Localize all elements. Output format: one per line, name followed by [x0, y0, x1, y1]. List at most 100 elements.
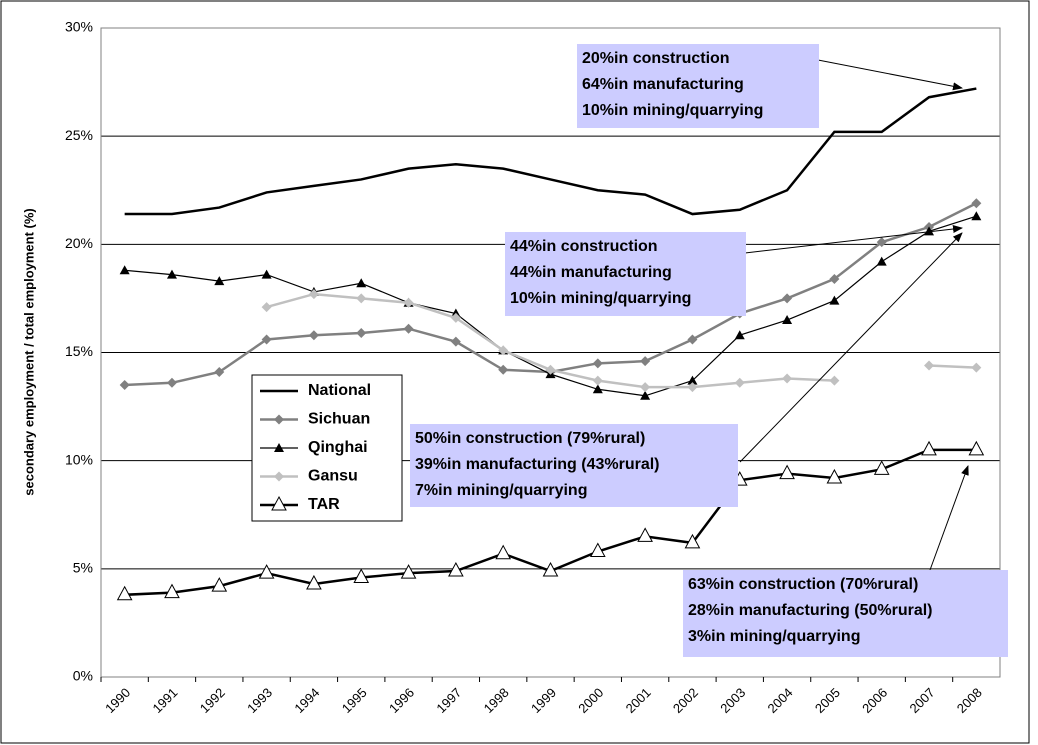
arrow	[739, 232, 963, 463]
diamond-marker	[119, 379, 130, 390]
open-triangle-marker	[542, 561, 559, 577]
diamond-marker	[308, 330, 319, 341]
legend-label: Qinghai	[308, 439, 368, 456]
triangle-marker	[829, 295, 840, 305]
open-triangle-marker	[637, 527, 653, 542]
open-triangle-marker	[968, 440, 985, 456]
arrow	[817, 59, 963, 91]
open-triangle-marker	[589, 542, 606, 558]
annotation-box	[577, 44, 819, 128]
diamond-marker	[403, 323, 414, 334]
triangle-marker	[214, 276, 225, 286]
diamond-marker	[782, 293, 793, 304]
diamond-marker	[592, 375, 603, 386]
triangle-marker	[924, 226, 935, 236]
triangle-marker	[166, 269, 177, 279]
diamond-marker	[274, 471, 284, 482]
annotation-box	[505, 232, 746, 316]
annotation-text: 20%in construction	[582, 50, 730, 67]
triangle-marker	[640, 390, 651, 400]
triangle-marker	[119, 265, 130, 275]
annotation-text: 50%in construction (79%rural)	[415, 430, 645, 447]
diamond-marker	[356, 293, 367, 304]
open-triangle-marker	[873, 460, 890, 475]
legend-label: National	[308, 382, 371, 399]
triangle-marker	[687, 375, 698, 385]
annotation-text: 3%in mining/quarrying	[688, 628, 860, 645]
open-triangle-marker	[271, 495, 287, 511]
annotation-text: 44%in construction	[510, 238, 658, 255]
triangle-marker	[971, 211, 982, 221]
annotation-text: 44%in manufacturing	[510, 264, 672, 281]
annotation-text: 10%in mining/quarrying	[510, 290, 691, 307]
triangle-marker	[592, 384, 603, 394]
open-triangle-marker	[306, 574, 322, 590]
diamond-marker	[450, 312, 461, 323]
y-tick-label: 20%	[65, 235, 93, 251]
annotation-text: 63%in construction (70%rural)	[688, 576, 918, 593]
open-triangle-marker	[211, 577, 228, 592]
diamond-marker	[403, 297, 414, 308]
open-triangle-marker	[684, 533, 701, 549]
annotation-text: 7%in mining/quarrying	[415, 482, 587, 499]
annotation-box	[683, 570, 1008, 657]
diamond-marker	[734, 377, 745, 388]
diamond-marker	[971, 198, 982, 209]
legend-label: TAR	[308, 496, 340, 513]
open-triangle-marker	[826, 468, 843, 484]
annotation-text: 64%in manufacturing	[582, 76, 744, 93]
open-triangle-marker	[448, 561, 464, 577]
diamond-marker	[498, 364, 509, 375]
annotation-box	[410, 424, 738, 507]
legend-label: Gansu	[308, 468, 358, 485]
diamond-marker	[498, 345, 509, 356]
triangle-marker	[261, 269, 272, 279]
arrow	[744, 225, 963, 254]
open-triangle-marker	[400, 564, 417, 579]
open-triangle-marker	[921, 440, 937, 456]
y-tick-label: 0%	[73, 668, 93, 684]
annotation-text: 10%in mining/quarrying	[582, 102, 763, 119]
open-triangle-marker	[258, 564, 275, 579]
y-tick-label: 30%	[65, 19, 93, 35]
open-triangle-marker	[495, 544, 512, 560]
open-triangle-marker	[779, 464, 795, 480]
diamond-marker	[687, 382, 698, 393]
diamond-marker	[261, 334, 272, 345]
y-tick-label: 5%	[73, 560, 93, 576]
triangle-marker	[274, 443, 284, 452]
y-axis-label: secondary employment / total employment …	[21, 208, 36, 496]
triangle-marker	[356, 278, 367, 288]
diamond-marker	[450, 336, 461, 347]
diamond-marker	[782, 373, 793, 384]
annotation-text: 28%in manufacturing (50%rural)	[688, 602, 933, 619]
diamond-marker	[545, 364, 556, 375]
triangle-marker	[782, 315, 793, 325]
diamond-marker	[592, 358, 603, 369]
triangle-marker	[734, 330, 745, 340]
diamond-marker	[640, 356, 651, 367]
diamond-marker	[166, 377, 177, 388]
plot-area	[100, 27, 1001, 678]
diamond-marker	[356, 328, 367, 339]
series-line	[124, 87, 977, 216]
diamond-marker	[640, 382, 651, 393]
open-triangle-marker	[353, 568, 370, 583]
diamond-marker	[876, 237, 887, 248]
open-triangle-marker	[164, 583, 180, 599]
y-tick-label: 25%	[65, 127, 93, 143]
y-tick-label: 15%	[65, 343, 93, 359]
diamond-marker	[971, 362, 982, 373]
diamond-marker	[924, 360, 935, 371]
diamond-marker	[687, 334, 698, 345]
y-tick-label: 10%	[65, 451, 93, 467]
arrow	[929, 465, 969, 571]
diamond-marker	[829, 273, 840, 284]
diamond-marker	[274, 414, 284, 425]
diamond-marker	[261, 302, 272, 313]
diamond-marker	[829, 375, 840, 386]
triangle-marker	[876, 256, 887, 266]
open-triangle-marker	[116, 585, 133, 601]
diamond-marker	[214, 366, 225, 377]
